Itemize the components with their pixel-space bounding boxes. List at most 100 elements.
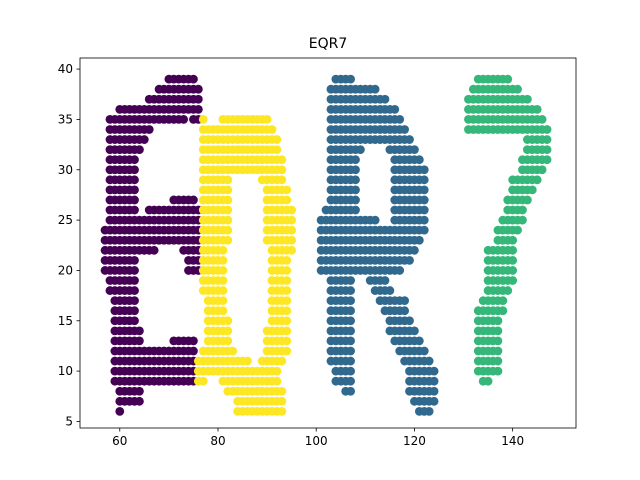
- data-point: [115, 406, 125, 416]
- data-point: [503, 74, 513, 84]
- data-point: [267, 125, 277, 134]
- data-point: [277, 155, 287, 165]
- data-point: [130, 296, 139, 306]
- series-1: [193, 115, 297, 416]
- data-point: [400, 296, 410, 306]
- data-point: [493, 366, 503, 376]
- data-point: [346, 346, 355, 356]
- data-point: [223, 175, 233, 185]
- series-0: [100, 74, 203, 416]
- data-point: [282, 255, 292, 265]
- data-point: [282, 336, 292, 346]
- data-point: [223, 235, 233, 245]
- data-point: [346, 306, 355, 316]
- data-point: [508, 245, 518, 255]
- data-point: [405, 135, 414, 144]
- data-point: [277, 165, 287, 175]
- data-point: [429, 396, 439, 406]
- data-point: [193, 104, 203, 114]
- data-point: [513, 225, 522, 235]
- data-point: [542, 135, 552, 144]
- data-point: [351, 185, 360, 195]
- data-point: [130, 175, 139, 185]
- chart-title: EQR7: [309, 36, 348, 52]
- data-point: [419, 205, 429, 215]
- y-tick-label: 15: [58, 314, 73, 328]
- data-point: [149, 245, 159, 255]
- data-point: [135, 386, 144, 396]
- data-point: [542, 125, 552, 134]
- data-point: [282, 276, 292, 285]
- data-point: [405, 316, 414, 326]
- data-point: [139, 135, 149, 144]
- data-point: [223, 195, 233, 205]
- data-point: [483, 376, 493, 386]
- data-point: [193, 94, 203, 104]
- data-point: [218, 286, 228, 295]
- data-point: [508, 255, 518, 265]
- data-point: [493, 356, 503, 366]
- data-point: [346, 326, 355, 336]
- data-point: [282, 185, 292, 195]
- data-point: [218, 266, 228, 275]
- data-point: [351, 195, 360, 205]
- data-point: [223, 336, 233, 346]
- data-point: [493, 346, 503, 356]
- data-point: [498, 296, 508, 306]
- data-point: [189, 195, 198, 205]
- data-point: [419, 185, 429, 195]
- data-point: [346, 296, 355, 306]
- data-point: [282, 296, 292, 306]
- data-point: [390, 104, 400, 114]
- data-point: [135, 396, 144, 406]
- data-point: [542, 145, 552, 155]
- data-point: [272, 145, 282, 155]
- data-point: [414, 235, 424, 245]
- data-point: [282, 266, 292, 275]
- data-point: [130, 185, 139, 195]
- data-point: [346, 286, 355, 295]
- data-point: [410, 326, 419, 336]
- data-point: [189, 346, 198, 356]
- data-point: [395, 266, 405, 275]
- data-point: [282, 316, 292, 326]
- data-point: [498, 306, 508, 316]
- data-point: [189, 336, 198, 346]
- data-point: [135, 326, 144, 336]
- data-point: [346, 356, 355, 366]
- y-tick-label: 35: [58, 112, 73, 126]
- data-point: [282, 306, 292, 316]
- data-point: [346, 276, 355, 285]
- data-point: [218, 296, 228, 306]
- data-point: [518, 215, 527, 225]
- data-point: [518, 205, 527, 215]
- data-point: [419, 195, 429, 205]
- data-point: [130, 155, 139, 165]
- y-tick-label: 25: [58, 213, 73, 227]
- data-point: [144, 125, 154, 134]
- data-point: [282, 286, 292, 295]
- data-point: [346, 376, 355, 386]
- data-point: [179, 115, 189, 124]
- data-point: [419, 346, 429, 356]
- data-point: [380, 276, 390, 285]
- data-point: [135, 336, 144, 346]
- data-point: [493, 316, 503, 326]
- data-point: [532, 175, 542, 185]
- data-point: [351, 165, 360, 175]
- data-point: [527, 185, 537, 195]
- x-tick-label: 100: [305, 434, 328, 448]
- data-point: [508, 266, 518, 275]
- data-point: [400, 125, 410, 134]
- data-point: [277, 396, 287, 406]
- data-point: [493, 326, 503, 336]
- data-point: [537, 115, 547, 124]
- data-point: [282, 346, 292, 356]
- data-point: [346, 336, 355, 346]
- data-point: [424, 356, 434, 366]
- data-point: [198, 115, 208, 124]
- data-point: [346, 366, 355, 376]
- data-point: [130, 255, 139, 265]
- data-point: [513, 84, 522, 94]
- data-point: [522, 195, 532, 205]
